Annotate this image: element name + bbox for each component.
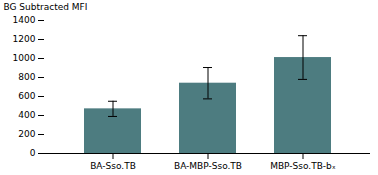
svg-text:200: 200 [18, 129, 35, 139]
svg-text:400: 400 [18, 110, 35, 120]
svg-text:0: 0 [30, 148, 36, 158]
svg-text:BA-MBP-Sso.TB: BA-MBP-Sso.TB [174, 161, 242, 171]
svg-text:1200: 1200 [13, 34, 36, 44]
svg-text:BA-Sso.TB: BA-Sso.TB [90, 161, 136, 171]
svg-text:1400: 1400 [13, 15, 36, 25]
svg-text:MBP-Sso.TB-bₓ: MBP-Sso.TB-bₓ [270, 161, 336, 171]
svg-text:BG Subtracted MFI: BG Subtracted MFI [4, 2, 88, 12]
svg-text:1000: 1000 [13, 53, 36, 63]
svg-text:800: 800 [18, 72, 35, 82]
svg-text:600: 600 [18, 91, 35, 101]
